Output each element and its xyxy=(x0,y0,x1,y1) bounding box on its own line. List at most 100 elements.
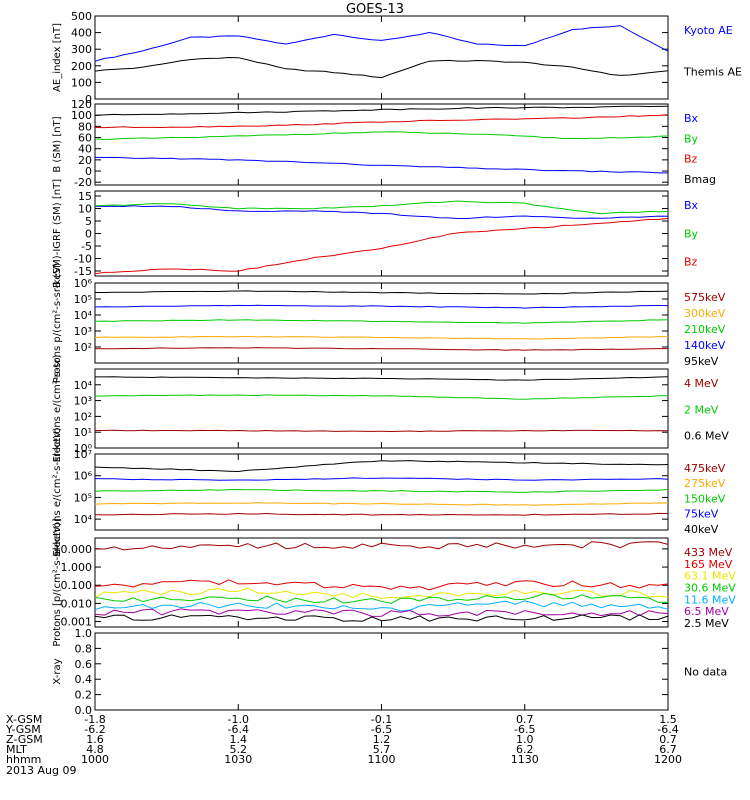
orbit-row-label: hhmm xyxy=(6,753,41,766)
panel-frame xyxy=(94,103,669,186)
orbit-row-label: MLT xyxy=(6,743,27,756)
series-line xyxy=(94,541,669,551)
series-line xyxy=(94,217,669,275)
date-label: 2013 Aug 09 xyxy=(6,764,76,777)
orbit-value: -6.2 xyxy=(84,723,105,736)
y-tick-label: -5 xyxy=(81,240,92,253)
legend-entry: 6.5 MeV xyxy=(684,605,729,618)
panel-frame xyxy=(94,453,669,531)
series-line xyxy=(94,200,669,215)
legend-entry: 75keV xyxy=(684,508,719,521)
y-axis-label: B (SM) [nT] xyxy=(52,116,63,172)
series-line xyxy=(95,290,669,295)
legend-entry: 95keV xyxy=(684,355,719,368)
orbit-value: 1.6 xyxy=(86,733,104,746)
legend-entry: Bz xyxy=(684,153,698,166)
legend-entry: 0.6 MeV xyxy=(684,430,729,443)
series-line xyxy=(95,347,668,351)
y-tick-label: 1.000 xyxy=(61,561,93,574)
orbit-value: -6.4 xyxy=(657,723,678,736)
orbit-value: 1100 xyxy=(368,753,396,766)
orbit-row-label: Y-GSM xyxy=(5,723,41,736)
legend-entry: 63.1 MeV xyxy=(684,570,736,583)
series-line xyxy=(94,614,669,622)
figure-title: GOES-13 xyxy=(345,2,404,17)
series-line xyxy=(94,502,669,506)
legend-entry: 433 MeV xyxy=(684,546,733,559)
y-tick-label: 15 xyxy=(78,190,92,203)
legend-entry: Bx xyxy=(684,199,699,212)
legend-entry: 300keV xyxy=(684,307,726,320)
panel-frame xyxy=(94,282,669,364)
legend-entry: 30.6 MeV xyxy=(684,581,736,594)
orbit-value: 1.0 xyxy=(516,733,534,746)
y-tick-label: 10⁶ xyxy=(74,277,93,290)
series-line xyxy=(94,394,669,400)
y-axis-label: Electrons e/(cm²-s-sr-keV) xyxy=(52,427,63,556)
orbit-value: 5.7 xyxy=(373,743,391,756)
y-tick-label: 10.000 xyxy=(54,543,93,556)
y-tick-label: 0.100 xyxy=(61,579,93,592)
series-line xyxy=(94,319,669,324)
orbit-value: 1200 xyxy=(654,753,682,766)
legend-entry: 11.6 MeV xyxy=(684,593,736,606)
series-line xyxy=(94,512,669,516)
y-tick-label: 10³ xyxy=(74,325,92,338)
y-axis-label: B (SM)-IGRF (SM) [nT] xyxy=(52,179,63,288)
series-line xyxy=(94,600,669,612)
orbit-value: 4.8 xyxy=(86,743,104,756)
legend-entry: 275keV xyxy=(684,477,726,490)
y-tick-label: 120 xyxy=(71,98,92,111)
y-tick-label: 10⁰ xyxy=(74,442,93,455)
y-tick-label: 10² xyxy=(74,410,92,423)
orbit-value: 1130 xyxy=(511,753,539,766)
y-tick-label: 0.2 xyxy=(75,689,93,702)
y-tick-label: -20 xyxy=(74,176,92,189)
y-tick-label: 10² xyxy=(74,341,92,354)
series-line xyxy=(94,56,669,79)
series-line xyxy=(94,592,669,605)
series-line xyxy=(94,488,669,493)
series-line xyxy=(94,587,669,599)
y-tick-label: 0.8 xyxy=(75,642,93,655)
y-tick-label: 100 xyxy=(71,109,92,122)
y-tick-label: 0 xyxy=(85,165,92,178)
y-tick-label: 10⁴ xyxy=(74,379,93,392)
y-tick-label: 20 xyxy=(78,154,92,167)
y-tick-label: 60 xyxy=(78,132,92,145)
orbit-row-label: X-GSM xyxy=(6,713,42,726)
orbit-row-label: Z-GSM xyxy=(6,733,43,746)
y-axis-label: AE_index [nT] xyxy=(52,23,63,92)
panel-frame xyxy=(94,537,669,628)
legend-entry: 4 MeV xyxy=(684,377,719,390)
series-line xyxy=(95,376,669,381)
panel-frame xyxy=(94,15,669,100)
orbit-value: -6.4 xyxy=(228,723,249,736)
y-tick-label: 300 xyxy=(71,43,92,56)
y-tick-label: 0.001 xyxy=(61,616,93,629)
y-tick-label: 0 xyxy=(85,93,92,106)
orbit-value: 0.7 xyxy=(659,733,677,746)
orbit-value: 1.5 xyxy=(659,713,677,726)
orbit-value: 1030 xyxy=(224,753,252,766)
series-line xyxy=(94,335,668,340)
legend-entry: 475keV xyxy=(684,462,726,475)
series-line xyxy=(94,304,669,309)
series-line xyxy=(95,429,669,433)
legend-entry: 210keV xyxy=(684,323,726,336)
y-tick-label: 40 xyxy=(78,143,92,156)
legend-entry: Themis AE xyxy=(683,66,742,79)
orbit-value: 0.7 xyxy=(516,713,534,726)
series-line xyxy=(94,579,669,591)
y-tick-label: 0.4 xyxy=(75,673,93,686)
orbit-value: -6.5 xyxy=(371,723,392,736)
y-tick-label: 10 xyxy=(78,203,92,216)
y-tick-label: 10³ xyxy=(74,395,92,408)
y-tick-label: 5 xyxy=(85,215,92,228)
orbit-value: -1.8 xyxy=(84,713,105,726)
legend-entry: 140keV xyxy=(684,339,726,352)
orbit-value: 1.2 xyxy=(373,733,391,746)
legend-entry: Bz xyxy=(684,256,698,269)
series-line xyxy=(94,114,669,129)
